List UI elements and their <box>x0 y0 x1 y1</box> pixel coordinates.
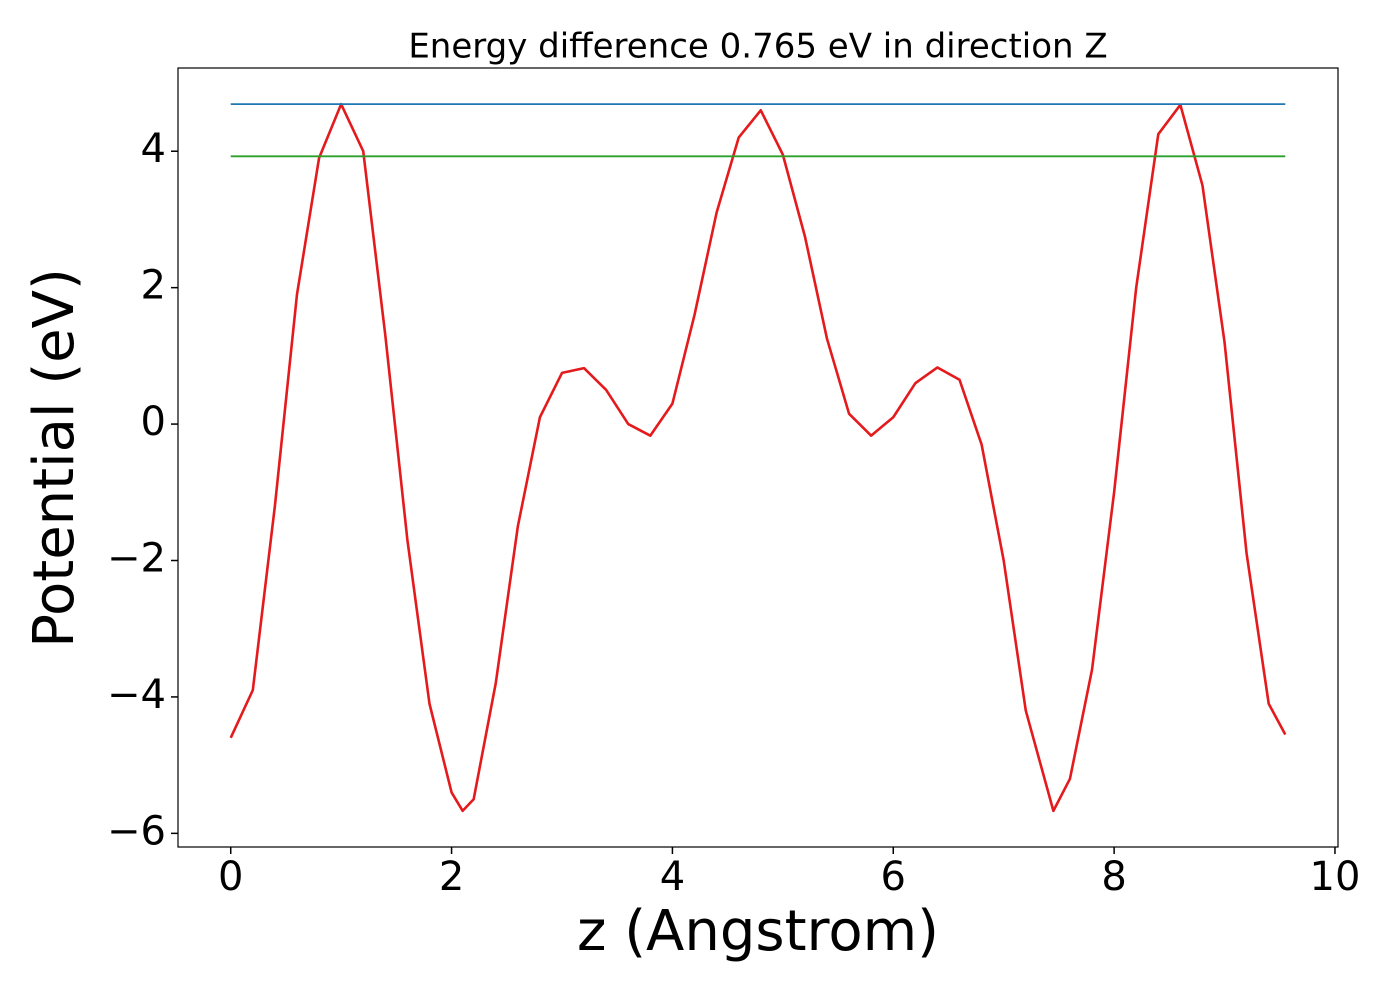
x-tick-label: 0 <box>218 854 243 900</box>
y-tick-label: −4 <box>107 672 166 718</box>
data-line <box>229 102 1287 813</box>
y-tick-label: −6 <box>107 808 166 854</box>
x-tick-label: 4 <box>660 854 685 900</box>
x-tick-label: 10 <box>1310 854 1361 900</box>
y-tick-label: 4 <box>141 126 166 172</box>
y-tick-label: 2 <box>141 263 166 309</box>
y-tick-label: 0 <box>141 399 166 445</box>
x-tick-label: 6 <box>881 854 906 900</box>
x-tick-label: 2 <box>439 854 464 900</box>
x-axis-label: z (Angstrom) <box>577 899 939 964</box>
chart-title: Energy difference 0.765 eV in direction … <box>408 27 1107 67</box>
x-tick-label: 8 <box>1101 854 1126 900</box>
y-tick-label: −2 <box>107 536 166 582</box>
plot-frame <box>177 67 1339 848</box>
y-axis-label: Potential (eV) <box>22 268 87 648</box>
